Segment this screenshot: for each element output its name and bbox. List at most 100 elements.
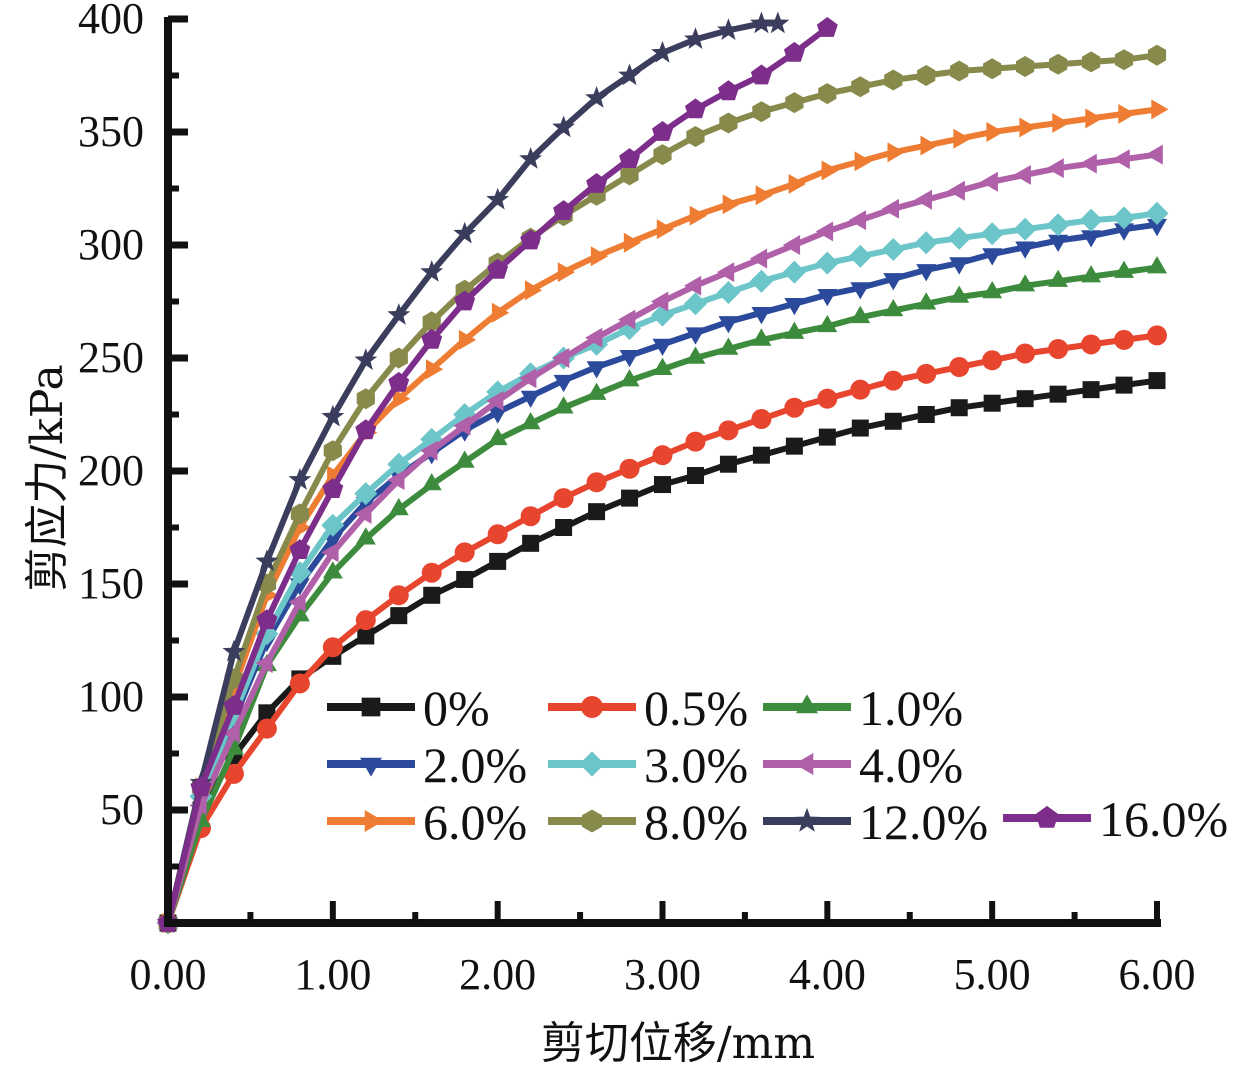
data-point [883,370,904,391]
series-0-5pct [158,325,1167,933]
data-point [652,357,673,375]
data-point [388,371,410,392]
data-point [623,232,641,253]
data-point [420,260,444,282]
data-point [652,121,673,141]
y-tick-label: 300 [78,220,144,269]
data-point [387,303,411,325]
data-point [719,455,737,473]
y-tick-label: 250 [78,333,144,382]
y-tick-label: 400 [78,0,144,43]
data-point [1013,165,1031,185]
data-point [387,470,405,490]
data-point [586,472,607,493]
legend-marker [796,694,818,714]
data-point [1081,265,1101,283]
data-point [750,11,773,34]
data-point [684,292,707,316]
data-point [520,390,541,408]
data-point [652,445,673,466]
x-tick-label: 4.00 [789,950,866,999]
data-point [553,396,574,414]
data-point [491,302,510,323]
legend-item: 0.5% [548,680,748,736]
data-point [766,11,790,34]
data-point [982,248,1003,266]
data-point [784,397,805,418]
data-point [1082,51,1101,73]
data-point [355,419,377,440]
legend-label: 1.0% [859,680,963,736]
series-1-0pct [158,256,1167,929]
legend-label: 0.5% [644,680,748,736]
axes: 50 100 150 200 250 300 350 400 0.00 1.00 2.00 3.00 4… [78,0,1196,999]
data-point [1145,201,1169,225]
legend-marker [579,751,605,777]
data-point [947,226,971,250]
data-point [355,527,376,545]
data-point [1115,376,1133,394]
data-point [653,144,672,166]
data-point [552,115,575,138]
x-tick-label: 3.00 [624,950,701,999]
data-point [750,64,772,85]
data-point [1048,234,1069,252]
legend-item: 8.0% [548,794,748,850]
data-point [785,437,803,455]
data-point [1015,343,1036,364]
data-point [850,379,871,400]
data-point [388,585,409,606]
data-point [783,41,805,62]
data-point [519,147,542,169]
data-point [982,350,1003,371]
series-layer [156,11,1169,935]
data-point [555,519,573,536]
data-point [817,388,838,409]
data-point [1079,208,1103,232]
data-point [917,65,936,86]
data-point [884,69,903,91]
data-point [426,359,444,380]
data-point [453,221,477,244]
legend-item: 6.0% [327,794,527,850]
data-point [290,503,309,525]
data-point [1015,241,1036,259]
data-point [1046,158,1064,179]
data-point [980,222,1004,246]
data-point [751,409,772,430]
data-point [818,83,837,105]
data-point [1147,256,1167,274]
data-point [621,489,639,507]
data-point [914,231,938,255]
legend-marker [361,697,381,717]
legend-label: 12.0% [859,794,988,850]
data-point [1118,104,1136,124]
legend-label: 8.0% [644,794,748,850]
data-point [255,653,273,674]
data-point [818,428,836,446]
data-point [1015,274,1036,292]
data-point [821,160,839,181]
data-point [850,282,871,300]
legend-marker [581,696,603,718]
data-point [487,427,508,446]
data-point [321,542,339,563]
data-point [785,92,804,114]
x-tick-label: 2.00 [459,950,536,999]
data-point [983,394,1001,412]
data-point [420,440,438,461]
data-point [553,200,575,220]
data-point [920,135,938,156]
data-point [321,513,345,537]
legend-item: 12.0% [763,794,988,850]
data-point [388,497,409,516]
data-point [686,126,705,147]
data-point [718,316,739,334]
data-point [1151,99,1169,120]
data-point [782,260,806,284]
data-point [686,467,704,485]
data-point [423,586,441,604]
data-point [223,695,245,715]
legend-item: 1.0% [763,680,963,736]
